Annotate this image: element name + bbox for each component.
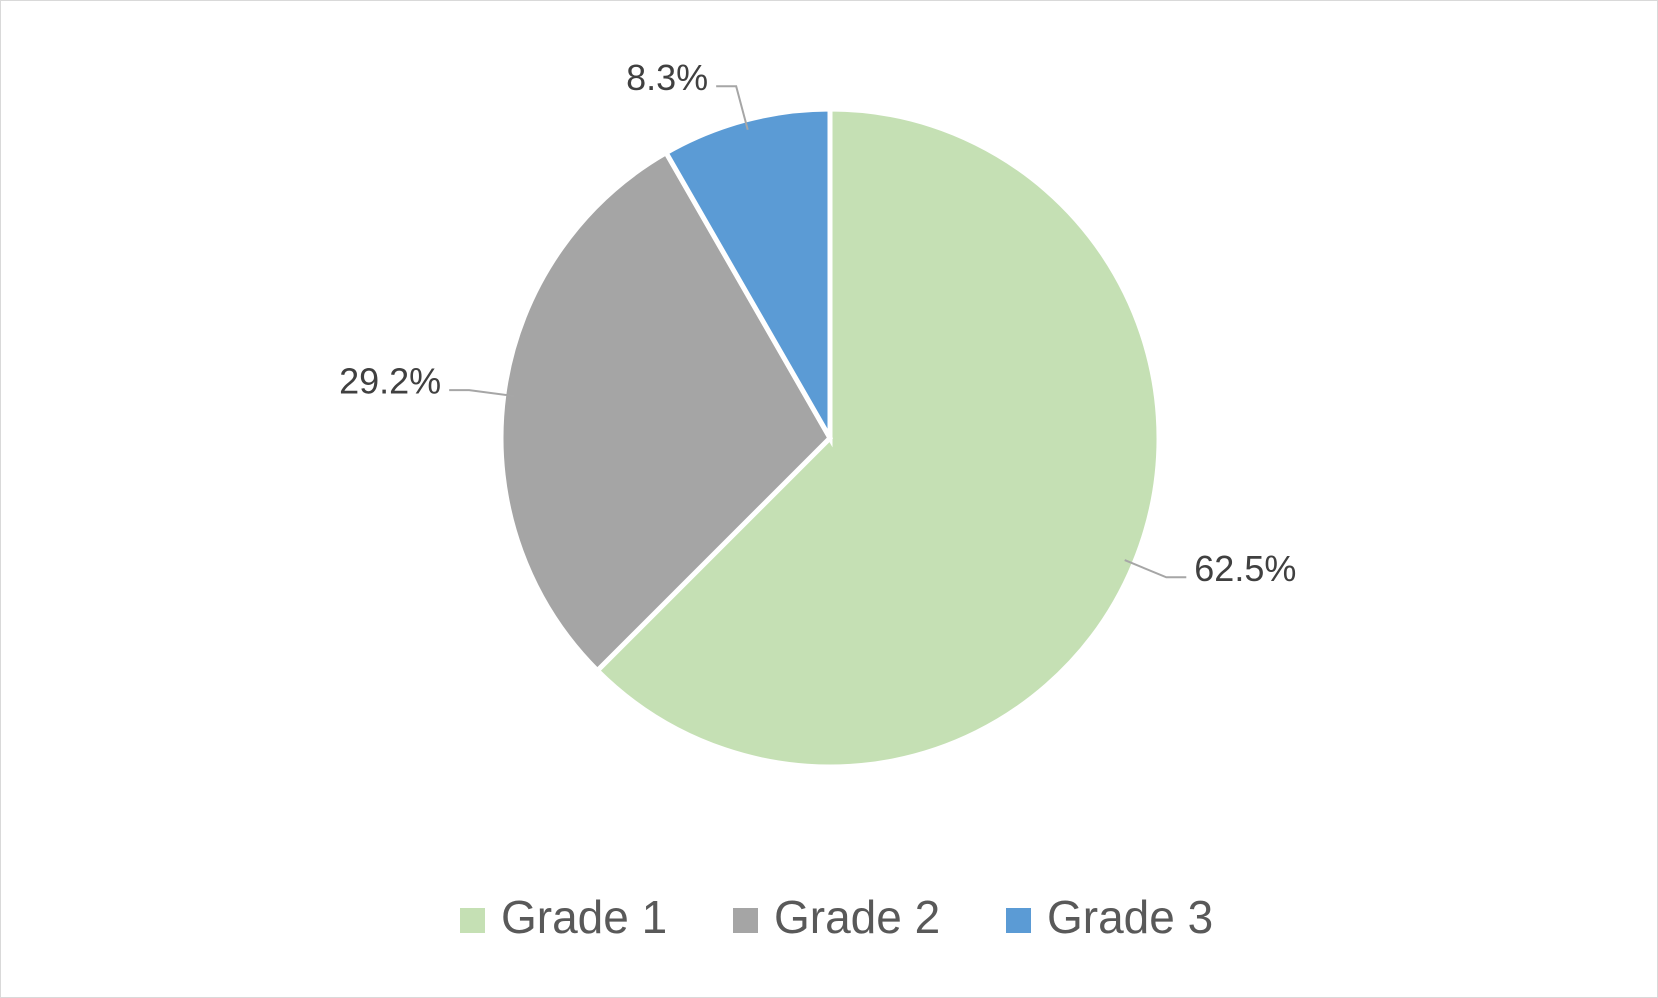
data-label: 8.3% bbox=[626, 57, 708, 98]
legend-label: Grade 1 bbox=[501, 891, 667, 943]
legend-swatch bbox=[1006, 908, 1031, 933]
legend-label: Grade 2 bbox=[774, 891, 940, 943]
leader-line bbox=[716, 85, 749, 131]
legend-swatch bbox=[733, 908, 758, 933]
legend-label: Grade 3 bbox=[1047, 891, 1213, 943]
leader-line bbox=[449, 389, 514, 398]
data-label: 62.5% bbox=[1194, 548, 1296, 589]
legend-swatch bbox=[460, 908, 485, 933]
leader-line bbox=[1124, 559, 1187, 579]
data-label: 29.2% bbox=[339, 361, 441, 402]
